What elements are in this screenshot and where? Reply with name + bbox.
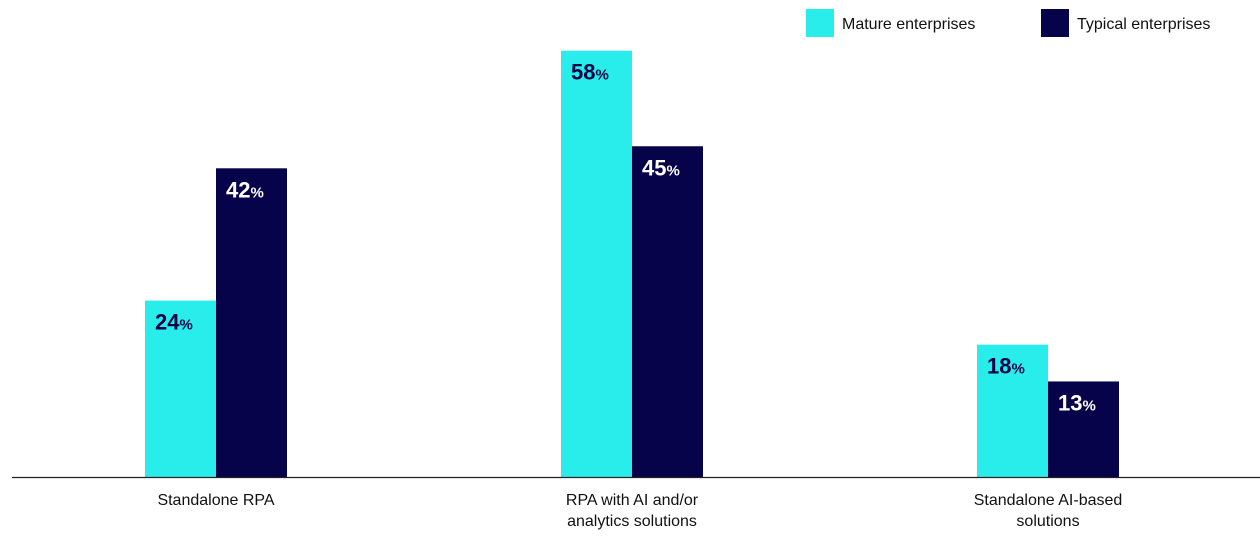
data-label: 42% bbox=[226, 177, 264, 202]
data-label: 18% bbox=[987, 354, 1025, 379]
bar-mature-enterprises-standalone-rpa bbox=[145, 300, 216, 477]
legend-swatch bbox=[806, 9, 834, 37]
x-tick-label-rpa-with-ai-and-or-analytics-solutions: RPA with AI and/or analytics solutions bbox=[566, 492, 699, 530]
legend-label: Typical enterprises bbox=[1077, 16, 1210, 33]
bar-mature-enterprises-rpa-with-ai-and-or-analytics-solutions bbox=[561, 50, 632, 477]
bar-mature-enterprises-standalone-ai-based-solutions bbox=[977, 344, 1048, 477]
x-axis-tick-labels: Standalone RPA RPA with AI and/or analytic… bbox=[157, 492, 1122, 530]
legend: Mature enterprises Typical enterprises bbox=[806, 9, 1210, 37]
data-label: 45% bbox=[642, 155, 680, 180]
data-label: 58% bbox=[571, 60, 609, 85]
bar-typical-enterprises-rpa-with-ai-and-or-analytics-solutions bbox=[632, 146, 703, 477]
legend-item-typical-enterprises: Typical enterprises bbox=[1041, 9, 1210, 37]
data-label: 13% bbox=[1058, 390, 1096, 415]
bars-group bbox=[145, 50, 1119, 478]
legend-swatch bbox=[1041, 9, 1069, 37]
bar-labels-group: 24% 58% 18% 42% 45% 13% bbox=[155, 60, 1096, 416]
data-label: 24% bbox=[155, 310, 193, 335]
x-tick-label-standalone-rpa: Standalone RPA bbox=[157, 492, 274, 509]
legend-item-mature-enterprises: Mature enterprises bbox=[806, 9, 975, 37]
bar-typical-enterprises-standalone-ai-based-solutions bbox=[1048, 381, 1119, 477]
legend-label: Mature enterprises bbox=[842, 16, 975, 33]
bar-typical-enterprises-standalone-rpa bbox=[216, 168, 287, 478]
x-tick-label-standalone-ai-based-solutions: Standalone AI-based solutions bbox=[974, 492, 1123, 530]
